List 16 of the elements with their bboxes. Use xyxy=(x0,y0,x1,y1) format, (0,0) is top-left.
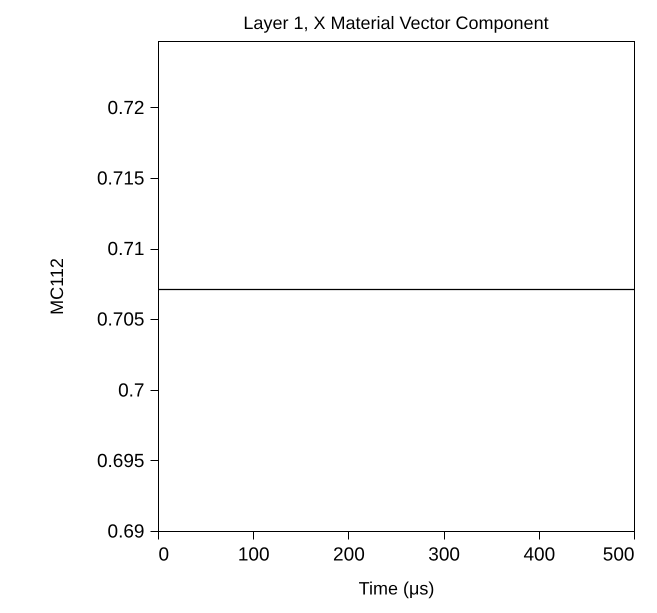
y-tick-label: 0.705 xyxy=(96,310,144,331)
x-tick-label: 200 xyxy=(333,544,365,566)
x-tick-label: 400 xyxy=(523,544,556,566)
x-tick-label: 300 xyxy=(428,544,460,566)
x-tick-label: 0 xyxy=(158,544,170,566)
y-tick-label: 0.695 xyxy=(96,450,144,472)
y-tick-label: 0.72 xyxy=(108,98,144,119)
x-tick-label: 500 xyxy=(602,544,634,566)
y-tick-label: 0.69 xyxy=(108,522,144,542)
x-tick-label: 100 xyxy=(238,544,270,566)
y-tick-label: 0.715 xyxy=(96,168,144,190)
y-tick-label: 0.71 xyxy=(108,239,144,260)
y-axis-title: MC112 xyxy=(46,258,67,315)
y-tick-label: 0.7 xyxy=(118,380,144,402)
x-axis-title: Time (μs) xyxy=(358,578,434,598)
chart-title: Layer 1, X Material Vector Component xyxy=(243,13,549,33)
